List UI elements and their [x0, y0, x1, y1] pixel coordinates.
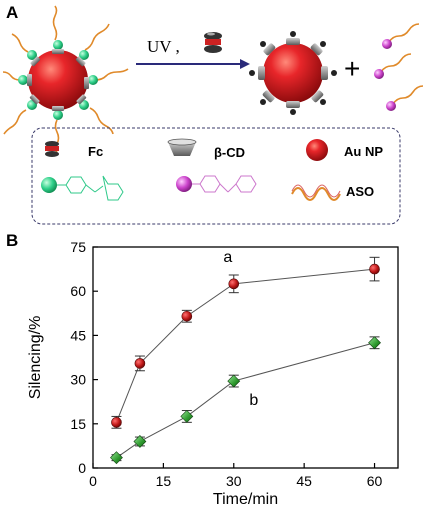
legend-beta-cd-label: β-CD [214, 145, 245, 160]
arrow-head [240, 59, 250, 69]
azo-green-spheres-left [18, 40, 98, 120]
x-tick-label: 15 [156, 473, 172, 489]
purple-sphere-icon [176, 176, 192, 192]
panel-b-letter: B [6, 231, 18, 250]
legend-beta-cd: β-CD [167, 138, 245, 160]
trans-azobenzene-structure-icon [57, 175, 124, 201]
data-point [111, 417, 122, 428]
aso-strand-icon [291, 187, 341, 201]
data-point [368, 336, 381, 350]
x-tick-label: 45 [296, 473, 312, 489]
data-point [227, 374, 241, 388]
legend-aso-label: ASO [346, 184, 374, 199]
y-axis-title: Silencing/% [27, 316, 44, 400]
green-sphere-icon [41, 177, 57, 193]
series-b-line [116, 342, 375, 459]
y-tick-label: 30 [70, 372, 86, 388]
data-point [133, 435, 147, 448]
silencing-chart: 0 15 30 45 60 0 15 30 45 60 75 Time/min Silencing/% a… [27, 239, 399, 508]
x-axis-title: Time/min [213, 491, 278, 508]
legend-box: Fc β-CD Au NP [31, 127, 401, 225]
gold-nanoparticle-icon [306, 139, 328, 161]
x-tick-label: 0 [89, 473, 97, 489]
legend-fc-label: Fc [88, 144, 103, 159]
panel-a: A [2, 3, 424, 225]
y-tick-label: 75 [70, 239, 86, 255]
series-a: a [111, 249, 380, 429]
data-point [369, 263, 380, 275]
legend-azo-cis [176, 175, 257, 193]
gold-nanoparticle-right [263, 43, 323, 103]
uv-reaction-arrow: UV , [136, 32, 250, 69]
y-tick-label: 45 [70, 327, 86, 343]
aso-strands-left [2, 5, 129, 153]
cyclodextrin-cups-left [27, 49, 89, 111]
data-point [180, 410, 194, 423]
panel-a-letter: A [6, 3, 18, 22]
cyclodextrin-icon [167, 138, 197, 156]
panel-b: B 0 15 30 45 60 0 15 30 45 60 75 Time/min Silencing/… [6, 231, 399, 508]
cyclodextrin-cups-right [258, 38, 328, 108]
left-nanoparticle-conjugate [2, 5, 129, 153]
y-tick-label: 0 [78, 460, 86, 476]
uv-label: UV , [147, 37, 180, 56]
ferrocene-guests-right [249, 31, 337, 115]
data-point [110, 451, 123, 465]
gold-nanoparticle-left [28, 50, 88, 110]
released-aso-strands [374, 23, 424, 111]
y-tick-label: 15 [70, 416, 86, 432]
legend-au-np-label: Au NP [344, 144, 383, 159]
series-b: b [110, 336, 381, 465]
series-label: b [249, 392, 258, 409]
series-label: a [223, 249, 232, 266]
right-nanoparticle-conjugate [249, 31, 337, 115]
legend-azo-trans [41, 175, 124, 201]
legend-au-np: Au NP [306, 139, 383, 161]
x-tick-label: 30 [226, 473, 242, 489]
data-point [181, 310, 193, 322]
plot-frame [92, 246, 399, 469]
series-a-line [115, 268, 375, 423]
cis-azobenzene-structure-icon [192, 175, 257, 193]
plus-sign: + [344, 53, 360, 84]
data-point [134, 358, 146, 369]
ferrocene-icon-arrow [204, 32, 222, 53]
legend-fc: Fc [45, 141, 103, 159]
x-tick-label: 60 [367, 473, 383, 489]
data-point [228, 278, 240, 290]
y-tick-label: 60 [70, 283, 86, 299]
legend-aso: ASO [291, 184, 374, 201]
ferrocene-icon [45, 141, 59, 157]
